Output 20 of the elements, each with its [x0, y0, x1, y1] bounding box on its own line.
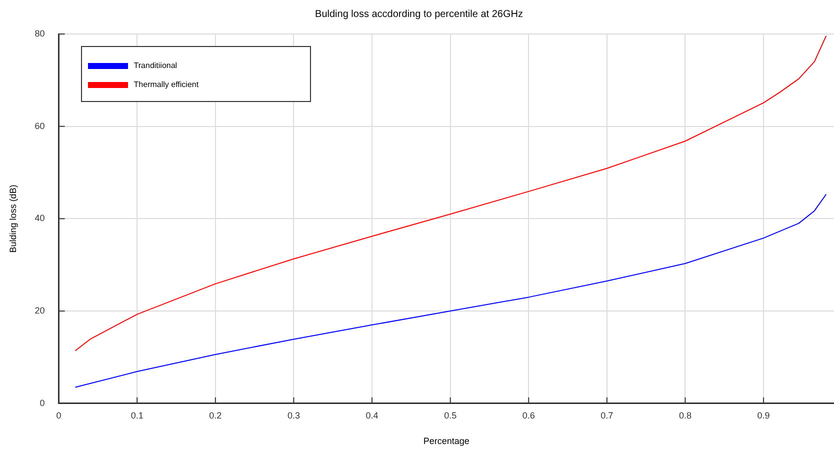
x-tick-label: 0.3 — [287, 410, 300, 420]
y-tick-label: 0 — [40, 398, 45, 408]
x-tick-label: 0.4 — [366, 410, 378, 420]
x-tick-label: 0.1 — [130, 410, 144, 420]
x-tick-label: 0.7 — [600, 410, 614, 420]
y-tick-label: 20 — [34, 306, 45, 316]
y-axis-title: Bulding loss (dB) — [8, 184, 18, 253]
legend-label: Tranditiional — [134, 61, 178, 70]
y-tick-label: 80 — [34, 28, 45, 38]
x-tick-label: 0.5 — [444, 410, 457, 420]
x-tick-label: 0.6 — [522, 410, 535, 420]
x-tick-label: 0.8 — [678, 410, 692, 420]
y-tick-label: 60 — [34, 120, 45, 131]
x-tick-label: 0 — [56, 410, 62, 420]
y-tick-label: 40 — [34, 213, 45, 224]
x-tick-label: 0.2 — [209, 410, 222, 420]
x-axis-title: Percentage — [423, 436, 470, 446]
chart-title: Bulding loss accdording to percentile at 26GHz — [315, 8, 523, 20]
x-tick-label: 0.9 — [757, 410, 770, 420]
legend-label: Thermally efficient — [134, 80, 199, 89]
